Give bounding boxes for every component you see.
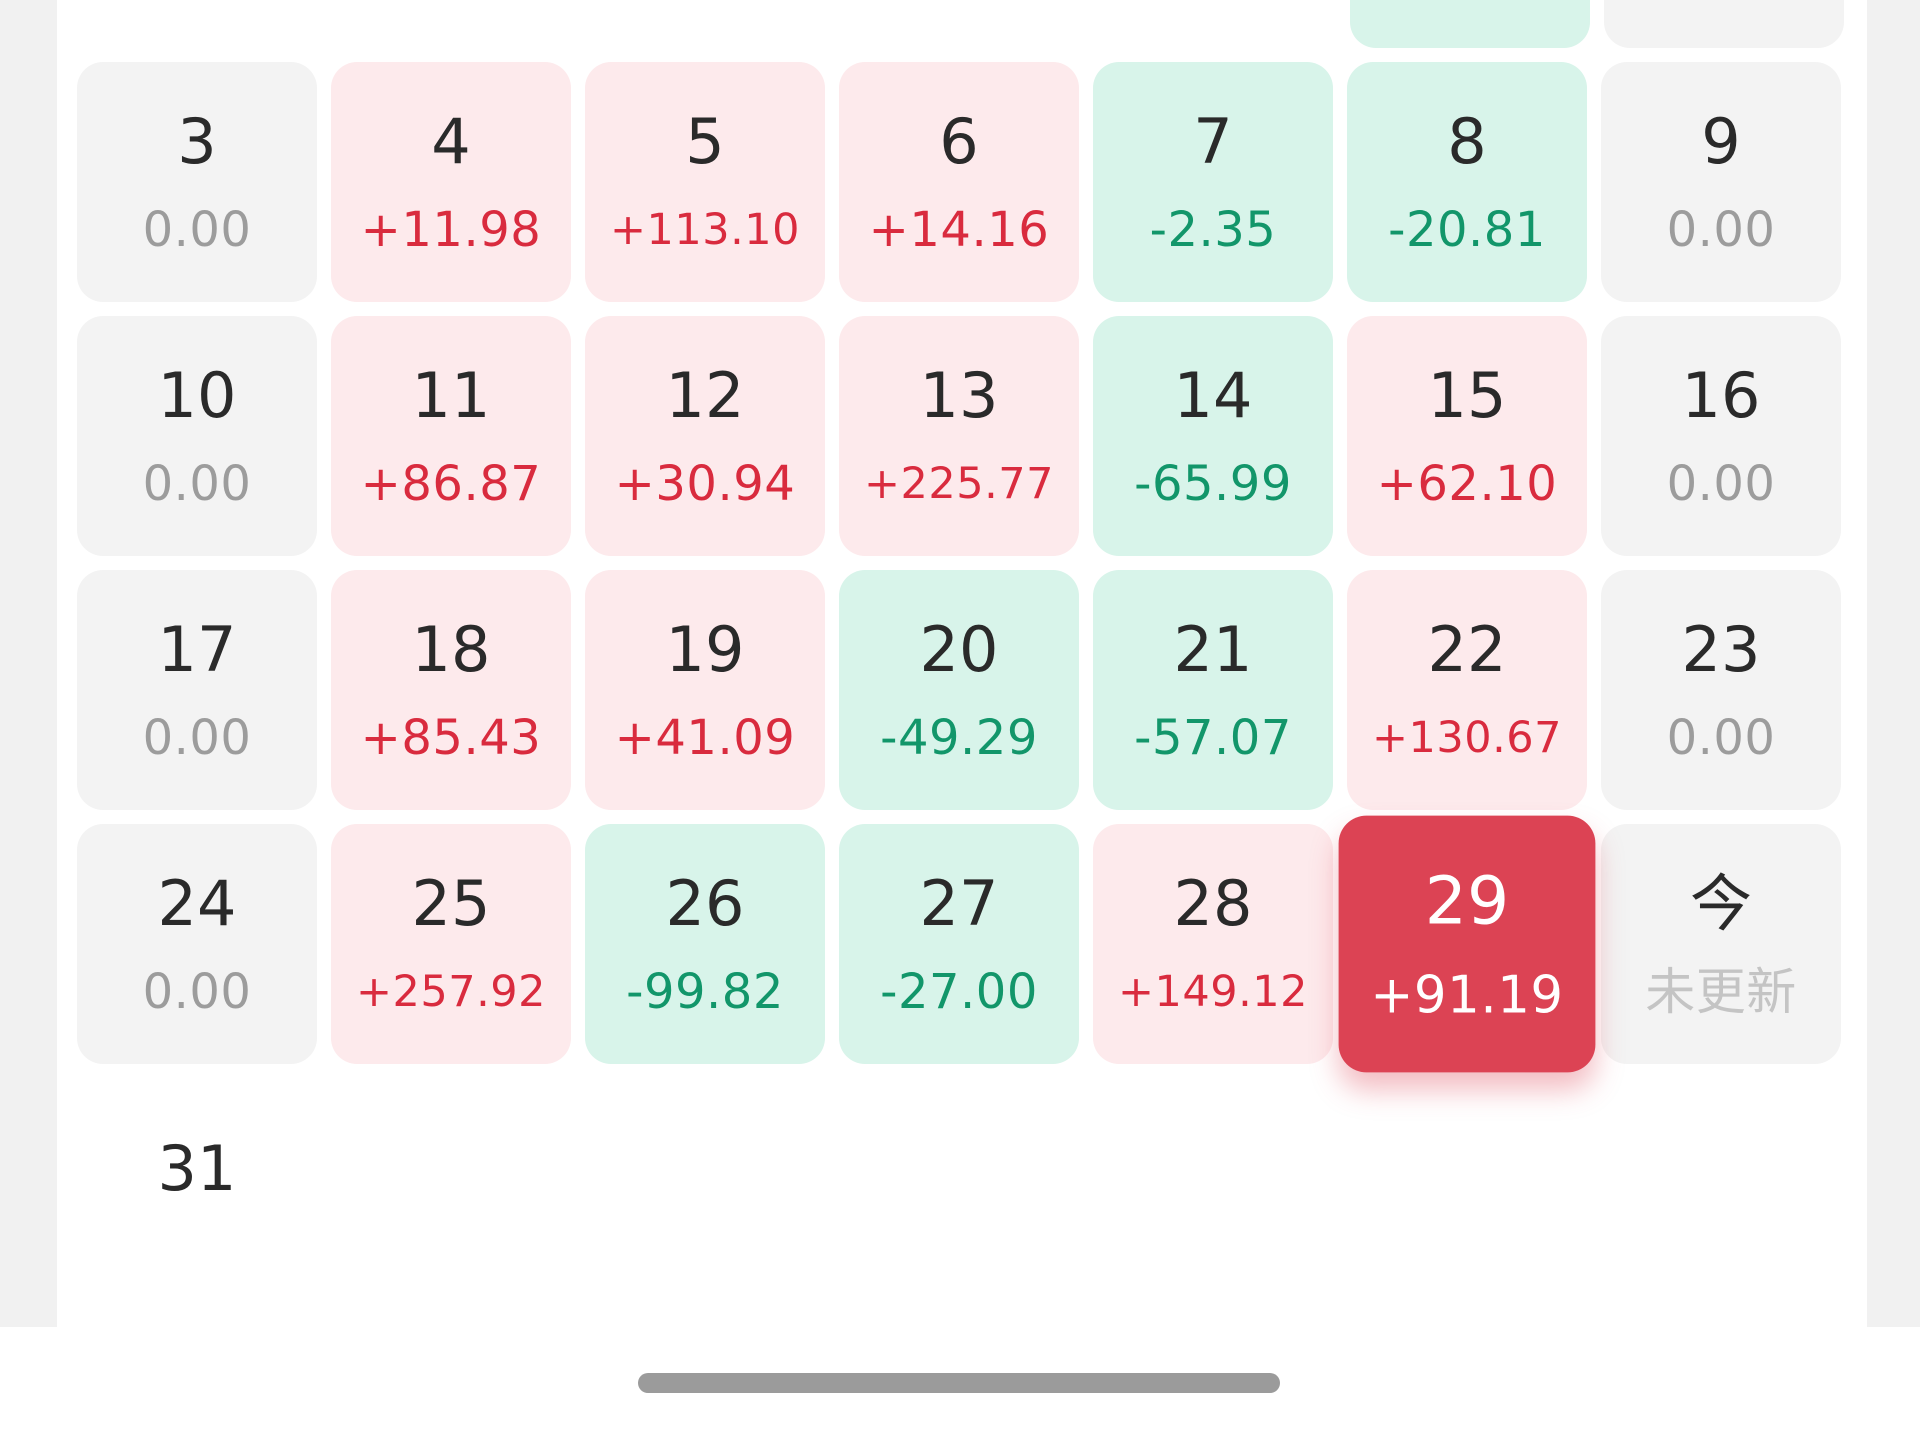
calendar-day-13[interactable]: 13 +225.77 (839, 316, 1079, 556)
calendar-day-5[interactable]: 5 +113.10 (585, 62, 825, 302)
daily-pnl-value: +41.09 (614, 710, 796, 766)
calendar-day-11[interactable]: 11 +86.87 (331, 316, 571, 556)
daily-pnl-value: 0.00 (142, 964, 252, 1020)
daily-pnl-value: -27.00 (880, 964, 1038, 1020)
right-background-band (1867, 0, 1920, 1327)
daily-pnl-value: +257.92 (356, 967, 546, 1017)
daily-pnl-value: -20.81 (1388, 202, 1546, 258)
day-number: 7 (1193, 105, 1233, 178)
day-number: 4 (431, 105, 471, 178)
daily-pnl-value: +30.94 (614, 456, 796, 512)
calendar-day-17[interactable]: 17 0.00 (77, 570, 317, 810)
calendar-day-6[interactable]: 6 +14.16 (839, 62, 1079, 302)
daily-pnl-value: +62.10 (1376, 456, 1558, 512)
calendar-day-15[interactable]: 15 +62.10 (1347, 316, 1587, 556)
not-updated-label: 未更新 (1645, 963, 1797, 1021)
calendar-day-16[interactable]: 16 0.00 (1601, 316, 1841, 556)
daily-pnl-value: -57.07 (1134, 710, 1292, 766)
daily-pnl-value: +85.43 (360, 710, 542, 766)
daily-pnl-value: +225.77 (864, 459, 1054, 509)
daily-pnl-value: -99.82 (626, 964, 784, 1020)
daily-pnl-value: +113.10 (610, 205, 800, 255)
daily-pnl-value: +11.98 (360, 202, 542, 258)
daily-pnl-value: 0.00 (142, 710, 252, 766)
day-number: 9 (1701, 105, 1741, 178)
pnl-calendar-panel: 3 0.00 4 +11.98 5 +113.10 6 +14.16 7 -2.35 8 -20.81… (57, 0, 1867, 1327)
calendar-day-27[interactable]: 27 -27.00 (839, 824, 1079, 1064)
calendar-day-8[interactable]: 8 -20.81 (1347, 62, 1587, 302)
daily-pnl-value: -65.99 (1134, 456, 1292, 512)
daily-pnl-value: +14.16 (868, 202, 1050, 258)
calendar-day-4[interactable]: 4 +11.98 (331, 62, 571, 302)
calendar-day-10[interactable]: 10 0.00 (77, 316, 317, 556)
day-number: 10 (157, 359, 237, 432)
calendar-day-31[interactable]: 31 (77, 1078, 317, 1318)
calendar-day-today[interactable]: 今未更新 (1601, 824, 1841, 1064)
day-number: 21 (1173, 613, 1253, 686)
home-indicator[interactable] (638, 1373, 1280, 1393)
calendar-day-24[interactable]: 24 0.00 (77, 824, 317, 1064)
day-number: 8 (1447, 105, 1487, 178)
daily-pnl-value: +86.87 (360, 456, 542, 512)
calendar-day-28[interactable]: 28 +149.12 (1093, 824, 1333, 1064)
calendar-day-12[interactable]: 12 +30.94 (585, 316, 825, 556)
day-number: 16 (1681, 359, 1761, 432)
previous-week-cell[interactable] (1350, 0, 1590, 48)
day-number: 26 (665, 867, 745, 940)
daily-pnl-value: +149.12 (1118, 967, 1308, 1017)
daily-pnl-value: -2.35 (1149, 202, 1277, 258)
day-number: 17 (157, 613, 237, 686)
day-number: 15 (1427, 359, 1507, 432)
daily-pnl-value: +130.67 (1372, 713, 1562, 763)
calendar-day-25[interactable]: 25 +257.92 (331, 824, 571, 1064)
calendar-day-18[interactable]: 18 +85.43 (331, 570, 571, 810)
calendar-day-9[interactable]: 9 0.00 (1601, 62, 1841, 302)
day-number: 28 (1173, 867, 1253, 940)
day-number: 20 (919, 613, 999, 686)
day-number: 13 (919, 359, 999, 432)
calendar-day-29[interactable]: 29 +91.19 (1338, 815, 1596, 1073)
calendar-day-19[interactable]: 19 +41.09 (585, 570, 825, 810)
left-background-band (0, 0, 57, 1327)
day-number: 11 (411, 359, 491, 432)
day-number: 3 (177, 105, 217, 178)
daily-pnl-value: -49.29 (880, 710, 1038, 766)
day-number: 18 (411, 613, 491, 686)
day-number: 29 (1424, 861, 1510, 940)
day-number: 31 (157, 1132, 237, 1205)
day-number: 5 (685, 105, 725, 178)
day-number: 6 (939, 105, 979, 178)
daily-pnl-value: 0.00 (1666, 202, 1776, 258)
daily-pnl-value: 0.00 (142, 456, 252, 512)
day-number: 22 (1427, 613, 1507, 686)
calendar-day-23[interactable]: 23 0.00 (1601, 570, 1841, 810)
calendar-day-7[interactable]: 7 -2.35 (1093, 62, 1333, 302)
day-number: 23 (1681, 613, 1761, 686)
calendar-day-22[interactable]: 22 +130.67 (1347, 570, 1587, 810)
daily-pnl-value: 0.00 (142, 202, 252, 258)
calendar-day-26[interactable]: 26 -99.82 (585, 824, 825, 1064)
daily-pnl-value: 0.00 (1666, 456, 1776, 512)
day-number: 12 (665, 359, 745, 432)
day-number: 27 (919, 867, 999, 940)
calendar-day-20[interactable]: 20 -49.29 (839, 570, 1079, 810)
calendar-day-14[interactable]: 14 -65.99 (1093, 316, 1333, 556)
previous-week-cell[interactable] (1604, 0, 1844, 48)
daily-pnl-value: +91.19 (1370, 965, 1564, 1026)
calendar-day-21[interactable]: 21 -57.07 (1093, 570, 1333, 810)
day-number: 24 (157, 867, 237, 940)
daily-pnl-value: 0.00 (1666, 710, 1776, 766)
day-number: 14 (1173, 359, 1253, 432)
day-number: 25 (411, 867, 491, 940)
calendar-day-3[interactable]: 3 0.00 (77, 62, 317, 302)
calendar-grid: 3 0.00 4 +11.98 5 +113.10 6 +14.16 7 -2.35 8 -20.81… (77, 62, 1841, 1318)
day-number: 19 (665, 613, 745, 686)
day-number: 今 (1689, 867, 1752, 940)
